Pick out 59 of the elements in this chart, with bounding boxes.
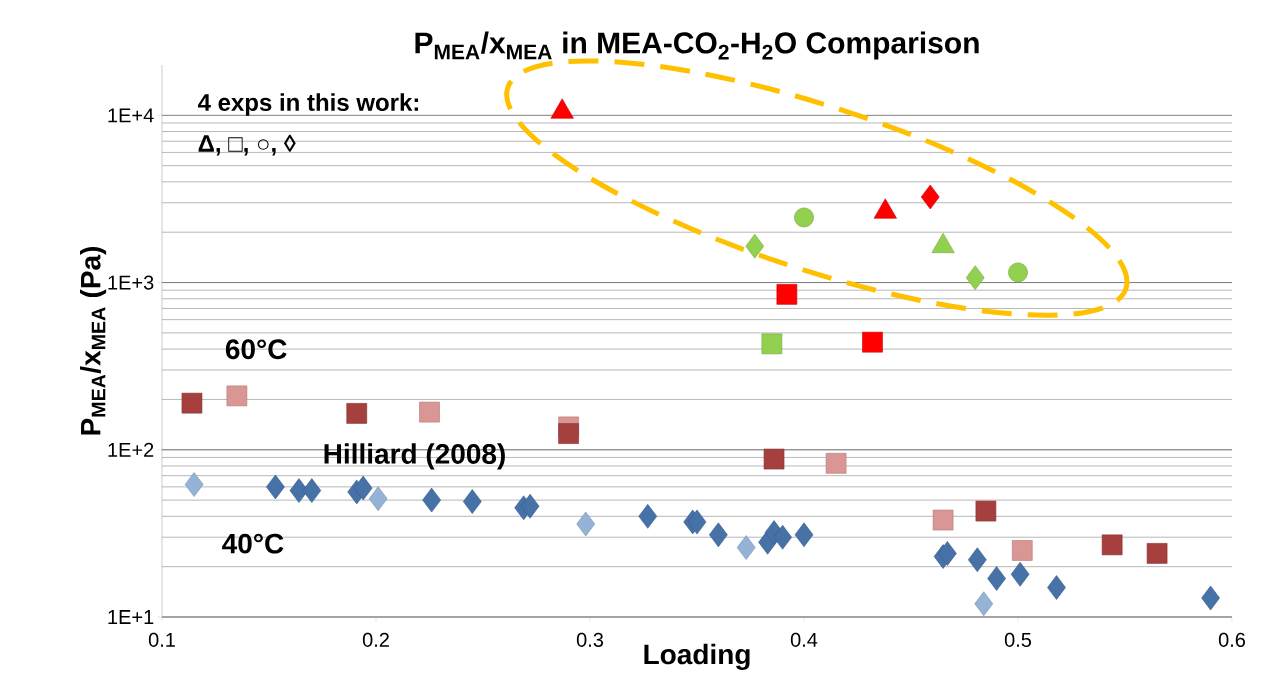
point <box>353 475 373 501</box>
point <box>776 284 798 305</box>
point <box>773 524 792 550</box>
point <box>794 522 814 548</box>
point <box>987 566 1006 591</box>
x-axis-title: Loading <box>644 643 750 670</box>
annotation: Δ, □, ○, ◊ <box>198 134 296 156</box>
point <box>463 489 482 514</box>
point <box>576 511 596 537</box>
point <box>346 403 368 424</box>
point <box>825 453 847 474</box>
point <box>932 509 954 531</box>
point <box>181 392 203 414</box>
point <box>761 333 783 355</box>
point <box>184 472 204 497</box>
point <box>763 448 785 470</box>
point <box>368 486 388 511</box>
point <box>745 233 765 259</box>
point <box>520 493 540 519</box>
point <box>1047 575 1066 600</box>
point <box>862 331 883 353</box>
chart-title: P$_{MEA}$/x$_{MEA}$ in MEA-CO$_{2}$-H$_{2}$O Comparison <box>415 31 979 60</box>
y-tick-label: 1E+4 <box>108 108 154 123</box>
y-axis-title: P$_{MEA}$/x$_{MEA}$ (Pa) <box>80 246 107 435</box>
point <box>1010 562 1030 587</box>
x-tick-label: 0.5 <box>1004 632 1032 647</box>
point <box>736 535 756 560</box>
point <box>709 522 728 548</box>
point <box>938 541 957 566</box>
x-tick-label: 0.2 <box>362 632 389 647</box>
point <box>1008 262 1028 283</box>
point <box>226 385 248 407</box>
annotation: 4 exps in this work: <box>197 93 419 116</box>
annotation: 60°C <box>225 339 287 360</box>
point <box>794 207 814 228</box>
point <box>266 474 285 500</box>
x-tick-label: 0.4 <box>790 632 818 647</box>
annotation: Hilliard (2008) <box>324 443 505 470</box>
point <box>975 500 997 522</box>
point <box>974 591 994 617</box>
x-tick-label: 0.6 <box>1218 632 1246 647</box>
point <box>638 504 658 529</box>
point <box>965 265 985 290</box>
point <box>422 487 441 513</box>
point <box>1101 534 1123 556</box>
annotation: 40°C <box>222 533 284 554</box>
point <box>968 547 987 573</box>
y-tick-label: 1E+1 <box>108 610 154 624</box>
point <box>920 184 940 210</box>
point <box>1146 543 1168 564</box>
point <box>302 478 322 503</box>
y-tick-label: 1E+2 <box>108 442 154 457</box>
point <box>558 423 579 444</box>
y-tick-label: 1E+3 <box>108 275 154 290</box>
x-tick-label: 0.1 <box>148 632 175 647</box>
point <box>419 401 440 423</box>
x-tick-label: 0.3 <box>576 632 604 647</box>
point <box>1201 585 1220 611</box>
point <box>1011 540 1033 561</box>
